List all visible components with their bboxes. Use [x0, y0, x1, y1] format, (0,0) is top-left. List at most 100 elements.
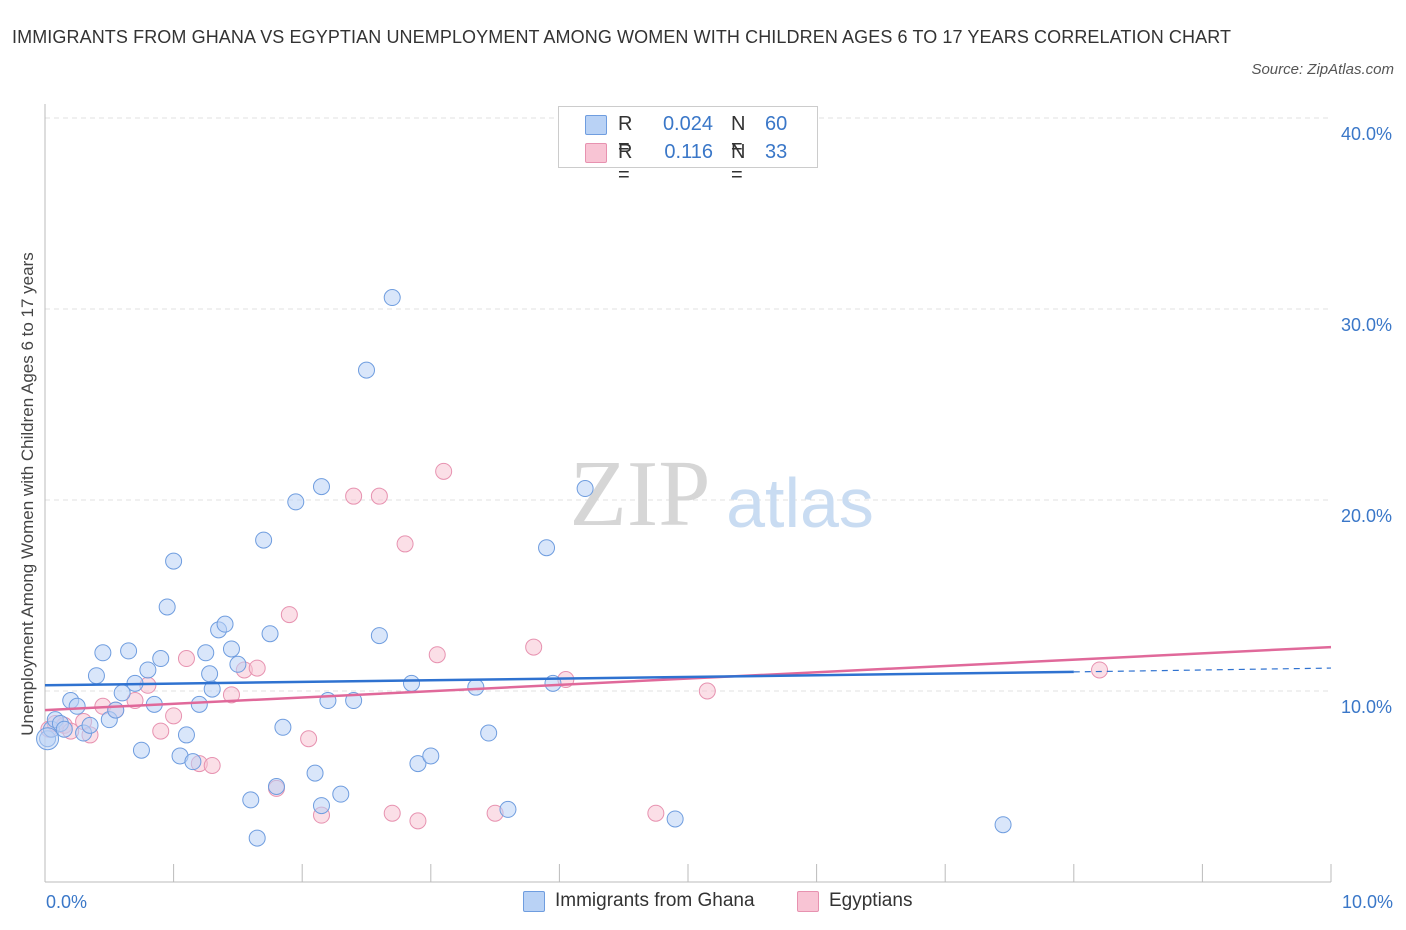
data-point-ghana [222, 640, 240, 658]
data-point-ghana [312, 797, 330, 815]
tick-labels: 10.0% 20.0% 30.0% 40.0% 0.0% 10.0% [46, 124, 1393, 912]
data-point-egyptians [370, 487, 388, 505]
data-point-ghana [36, 727, 60, 751]
data-point-ghana [467, 678, 485, 696]
y-tick-label: 40.0% [1341, 124, 1392, 144]
gridlines [45, 117, 1331, 692]
trend-line-ghana [44, 670, 1074, 687]
legend-n-value: 33 [765, 141, 788, 163]
legend-n-label: N = [731, 141, 746, 186]
bottom-legend-swatch-ghana [523, 891, 545, 912]
trend-line-egyptians [44, 645, 1332, 712]
data-point-egyptians [525, 638, 543, 656]
data-point-ghana [55, 720, 73, 738]
data-point-egyptians [248, 659, 266, 677]
data-point-egyptians [177, 650, 195, 668]
data-point-ghana [274, 718, 292, 736]
data-point-egyptians [698, 682, 716, 700]
chart-title: IMMIGRANTS FROM GHANA VS EGYPTIAN UNEMPL… [12, 27, 1232, 47]
data-point-ghana [177, 726, 195, 744]
data-point-ghana [666, 810, 684, 828]
data-point-egyptians [165, 707, 183, 725]
trend-line-ghana-extension [1073, 667, 1332, 673]
data-point-egyptians [396, 535, 414, 553]
bottom-legend-swatch-egyptians [797, 891, 819, 912]
axes [44, 104, 1332, 883]
legend-swatch-egyptians [585, 143, 607, 163]
ghana-points [36, 289, 1012, 847]
data-point-ghana [261, 625, 279, 643]
data-point-ghana [538, 539, 556, 557]
data-point-egyptians [222, 686, 240, 704]
data-point-ghana [197, 644, 215, 662]
data-point-ghana [994, 816, 1012, 834]
data-point-egyptians [345, 487, 363, 505]
chart-source: Source: ZipAtlas.com [1251, 61, 1394, 78]
data-point-ghana [120, 642, 138, 660]
legend-r-value: 0.024 [662, 113, 713, 135]
data-point-ghana [409, 755, 427, 773]
data-point-ghana [184, 753, 202, 771]
correlation-legend: R = 0.024 N = 60 R = 0.116 N = 33 [558, 106, 818, 186]
bottom-legend-label-egyptians: Egyptians [829, 890, 913, 911]
data-point-ghana [139, 661, 157, 679]
data-point-ghana [332, 785, 350, 803]
data-point-ghana [370, 627, 388, 645]
data-point-egyptians [647, 804, 665, 822]
data-point-ghana [81, 716, 99, 734]
data-point-egyptians [383, 804, 401, 822]
data-point-ghana [203, 680, 221, 698]
watermark-atlas: atlas [726, 464, 874, 542]
watermark-zip: ZIP [570, 442, 711, 546]
data-point-ghana [287, 493, 305, 511]
data-point-egyptians [203, 756, 221, 774]
data-point-ghana [152, 650, 170, 668]
data-point-ghana [242, 791, 260, 809]
data-point-ghana [68, 697, 86, 715]
data-point-egyptians [280, 606, 298, 624]
data-point-ghana [403, 674, 421, 692]
data-point-egyptians [428, 646, 446, 664]
legend-r-value: 0.116 [664, 141, 713, 163]
data-point-egyptians [152, 722, 170, 740]
x-tick-label: 10.0% [1342, 892, 1393, 912]
data-point-ghana [94, 644, 112, 662]
data-point-ghana [158, 598, 176, 616]
data-point-ghana [229, 655, 247, 673]
data-point-ghana [306, 764, 324, 782]
data-point-egyptians [435, 462, 453, 480]
data-point-ghana [422, 747, 440, 765]
data-point-ghana [216, 615, 234, 633]
watermark: ZIP atlas [570, 442, 874, 546]
trend-lines [44, 645, 1332, 712]
data-point-ghana [165, 552, 183, 570]
data-point-ghana [358, 361, 375, 379]
bottom-legend-label-ghana: Immigrants from Ghana [555, 890, 755, 911]
data-point-ghana [248, 829, 266, 847]
legend-n-value: 60 [765, 113, 788, 135]
data-point-ghana [312, 478, 330, 496]
legend-r-label: R = [618, 141, 633, 186]
data-point-ghana [87, 667, 105, 685]
data-point-ghana [383, 289, 401, 307]
legend-r-label: R = [618, 113, 633, 158]
y-tick-label: 10.0% [1341, 697, 1392, 717]
data-point-ghana [345, 692, 363, 710]
data-point-ghana [499, 800, 517, 818]
data-point-egyptians [409, 812, 427, 830]
data-point-ghana [107, 701, 125, 719]
y-tick-label: 30.0% [1341, 315, 1392, 335]
y-tick-label: 20.0% [1341, 506, 1392, 526]
data-point-ghana [576, 480, 594, 498]
data-point-egyptians [300, 730, 318, 748]
x-tick-label: 0.0% [46, 892, 87, 912]
data-point-ghana [267, 778, 285, 795]
data-point-ghana [255, 531, 273, 549]
data-point-ghana [480, 724, 498, 742]
data-point-ghana [190, 695, 208, 713]
legend-swatch-ghana [585, 115, 607, 135]
legend-n-label: N = [731, 113, 746, 158]
data-point-egyptians [1091, 661, 1109, 679]
data-point-ghana [132, 741, 150, 759]
